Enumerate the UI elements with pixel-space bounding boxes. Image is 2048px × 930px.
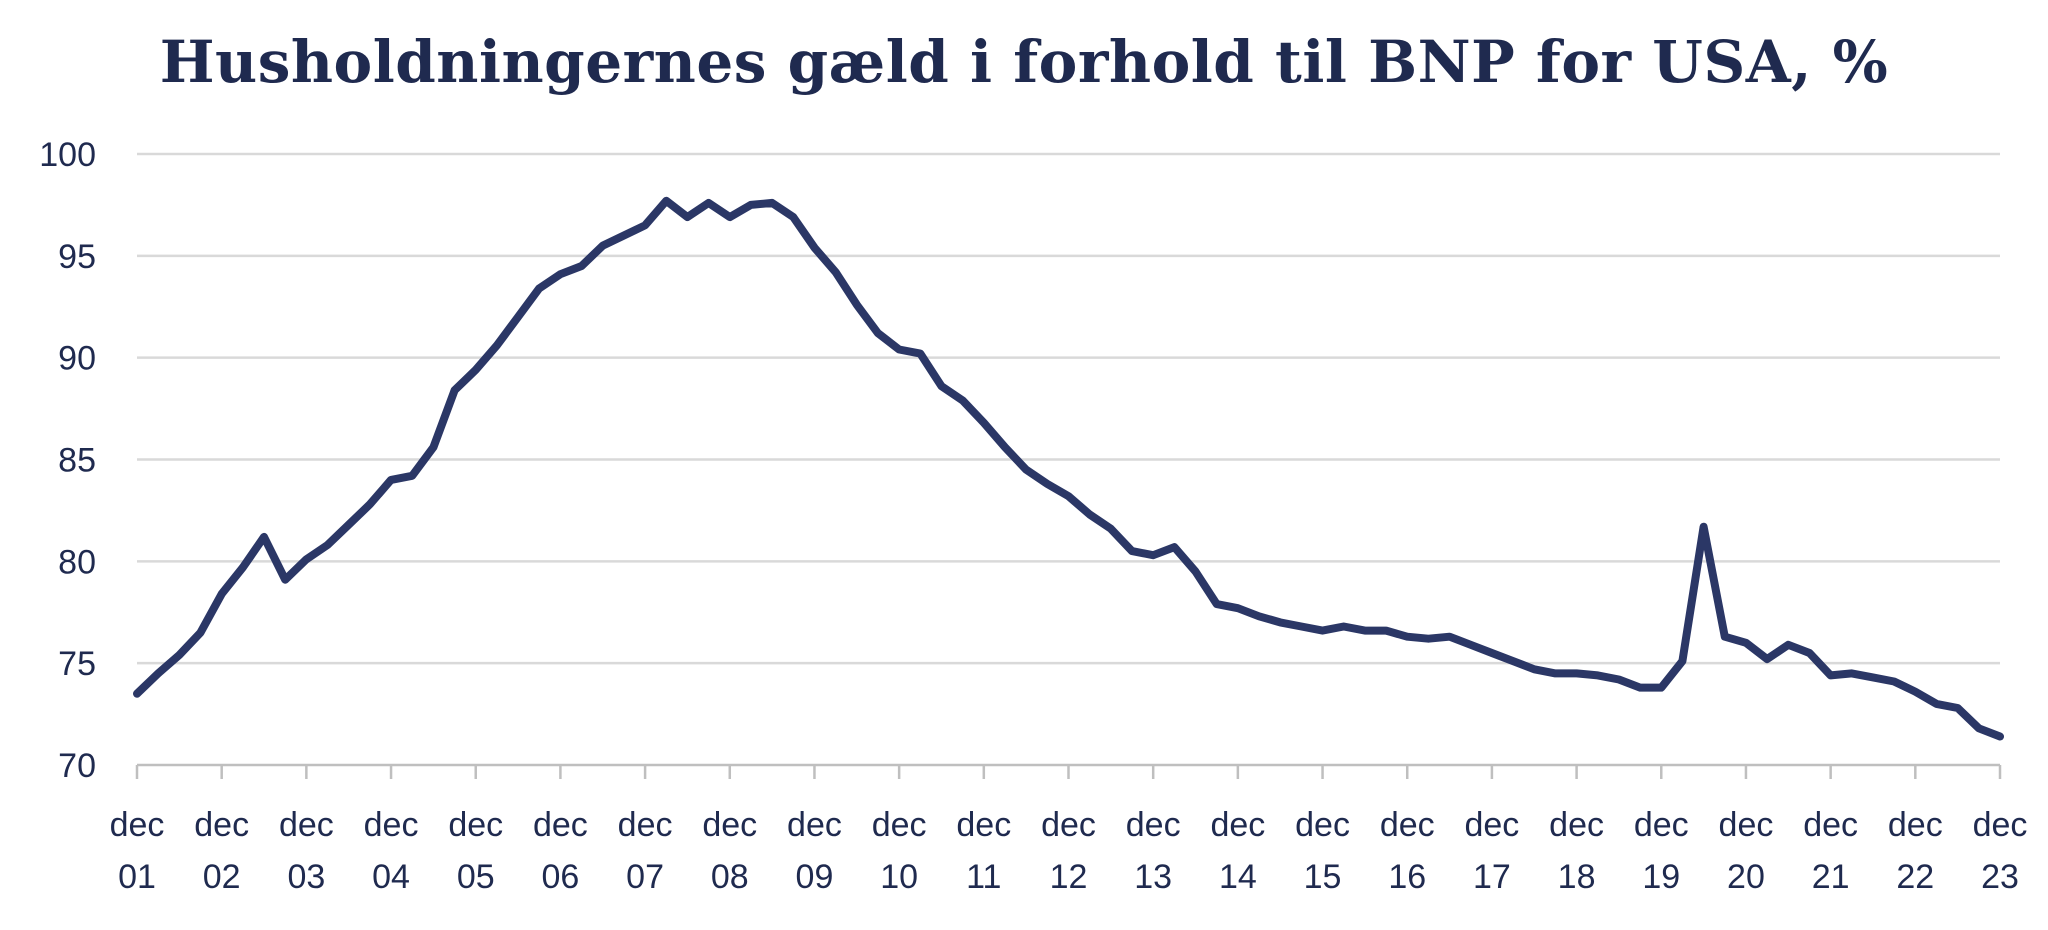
x-tick-label-year: 20 [1727,858,1765,896]
x-tick-label-month: dec [1888,806,1943,844]
x-tick-label-year: 09 [796,858,834,896]
x-tick-label-year: 11 [966,858,1001,896]
x-tick-label-month: dec [448,806,503,844]
x-tick-label-month: dec [1549,806,1604,844]
x-tick-label-month: dec [1295,806,1350,844]
y-tick-label: 95 [58,238,96,276]
y-tick-label: 85 [58,442,96,480]
y-tick-label: 90 [58,340,96,378]
x-tick-label-year: 18 [1558,858,1596,896]
chart-title: Husholdningernes gæld i forhold til BNP … [159,28,1889,96]
x-tick-label-month: dec [194,806,249,844]
x-tick-label-month: dec [533,806,588,844]
x-tick-label-year: 21 [1812,858,1850,896]
x-tick-label-year: 07 [626,858,664,896]
x-tick-label-year: 02 [203,858,241,896]
y-tick-label: 100 [39,136,96,174]
x-tick-label-month: dec [1210,806,1265,844]
x-tick-label-year: 05 [457,858,495,896]
y-tick-label: 70 [58,747,96,785]
series-layer [133,196,2004,741]
x-tick-label-year: 06 [541,858,579,896]
x-tick-label-year: 01 [118,858,156,896]
x-tick-label-month: dec [956,806,1011,844]
x-tick-label-month: dec [872,806,927,844]
x-tick-label-year: 22 [1896,858,1934,896]
x-tick-label-year: 08 [711,858,749,896]
x-tick-label-month: dec [1380,806,1435,844]
gridlines [137,152,2000,665]
x-tick-label-month: dec [110,806,165,844]
y-tick-label: 75 [58,645,96,683]
x-tick-label-month: dec [787,806,842,844]
x-tick-label-month: dec [279,806,334,844]
x-tick-label-month: dec [1719,806,1774,844]
x-tick-label-year: 17 [1473,858,1511,896]
x-tick-label-year: 03 [287,858,325,896]
x-tick-label-month: dec [1803,806,1858,844]
x-tick-label-month: dec [1464,806,1519,844]
x-tick-label-month: dec [1041,806,1096,844]
x-tick-label-month: dec [364,806,419,844]
x-tick-label-month: dec [1634,806,1689,844]
x-tick-label-month: dec [618,806,673,844]
x-tick-label-year: 12 [1050,858,1088,896]
x-tick-label-year: 13 [1134,858,1172,896]
series-line [133,196,2004,741]
x-tick-label-month: dec [1973,806,2028,844]
x-tick-label-year: 10 [880,858,918,896]
y-tick-label: 80 [58,543,96,581]
y-axis-tick-labels: 70 75 80 85 90 95 100 [39,136,96,785]
x-tick-label-year: 16 [1388,858,1426,896]
x-tick-label-year: 04 [372,858,410,896]
x-axis-ticks: dec 01 dec 02 dec 03 dec 04 dec 05 dec 06 dec 07 dec 08… [110,765,2028,896]
x-tick-label-month: dec [702,806,757,844]
x-tick-label-month: dec [1126,806,1181,844]
x-tick-label-year: 14 [1219,858,1257,896]
x-tick-label-year: 23 [1981,858,2019,896]
x-tick-label-year: 19 [1642,858,1680,896]
x-tick-label-year: 15 [1304,858,1342,896]
